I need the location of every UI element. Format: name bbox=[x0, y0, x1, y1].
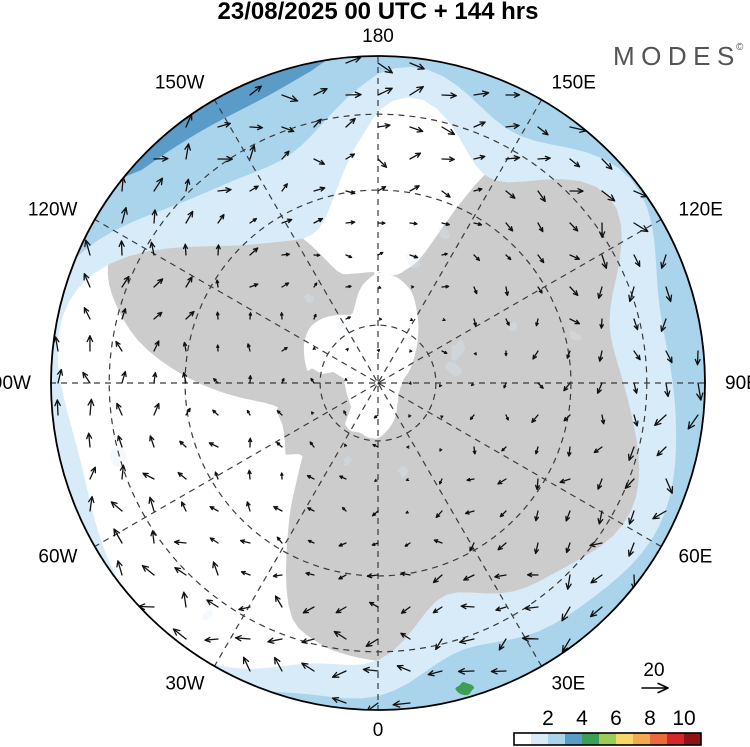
svg-text:180: 180 bbox=[362, 26, 394, 47]
svg-text:©: © bbox=[736, 42, 744, 53]
svg-text:8: 8 bbox=[644, 707, 656, 730]
svg-text:60W: 60W bbox=[38, 547, 77, 568]
svg-text:2: 2 bbox=[542, 707, 554, 730]
svg-text:90W: 90W bbox=[0, 373, 31, 394]
svg-text:0: 0 bbox=[373, 720, 384, 741]
svg-text:30W: 30W bbox=[165, 674, 204, 695]
svg-text:120E: 120E bbox=[679, 200, 723, 221]
svg-text:10: 10 bbox=[672, 707, 695, 730]
svg-text:90E: 90E bbox=[725, 373, 750, 394]
svg-text:23/08/2025 00 UTC + 144 hrs: 23/08/2025 00 UTC + 144 hrs bbox=[218, 0, 539, 25]
svg-text:4: 4 bbox=[576, 707, 588, 730]
svg-text:MODES: MODES bbox=[613, 41, 741, 71]
svg-text:6: 6 bbox=[610, 707, 622, 730]
svg-text:120W: 120W bbox=[28, 200, 78, 221]
svg-text:30E: 30E bbox=[552, 674, 586, 695]
svg-text:60E: 60E bbox=[679, 547, 713, 568]
svg-text:150E: 150E bbox=[552, 73, 596, 94]
svg-text:20: 20 bbox=[643, 660, 664, 681]
svg-text:150W: 150W bbox=[155, 73, 205, 94]
